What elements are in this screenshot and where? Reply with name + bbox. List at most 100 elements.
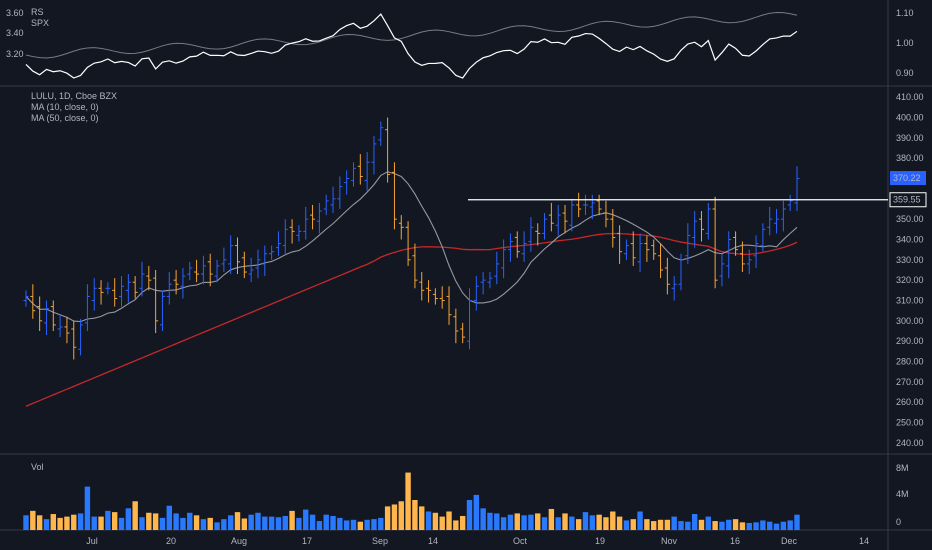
volume-bar bbox=[446, 511, 452, 530]
volume-bar bbox=[773, 523, 780, 530]
volume-bar bbox=[459, 515, 466, 530]
volume-bar bbox=[343, 520, 350, 530]
volume-bar bbox=[111, 512, 118, 530]
volume-bar bbox=[500, 517, 507, 530]
volume-bar bbox=[596, 514, 602, 530]
volume-bar bbox=[214, 522, 220, 530]
volume-bar bbox=[439, 516, 445, 530]
volume-label[interactable]: Vol bbox=[31, 462, 44, 472]
price-legend: LULU, 1D, Cboe BZX MA (10, close, 0) MA … bbox=[31, 91, 117, 124]
volume-bar bbox=[794, 514, 800, 530]
volume-bar bbox=[241, 518, 248, 530]
symbol-label[interactable]: LULU, 1D, Cboe BZX bbox=[31, 91, 118, 101]
volume-bar bbox=[289, 510, 295, 530]
price-axis-tick: 340.00 bbox=[896, 235, 924, 245]
volume-bar bbox=[555, 517, 561, 530]
volume-bar bbox=[309, 514, 316, 530]
volume-bar bbox=[698, 519, 705, 530]
volume-bar bbox=[671, 516, 677, 530]
volume-bar bbox=[23, 515, 29, 530]
price-axis-tick: 350.00 bbox=[896, 214, 924, 224]
volume-bar bbox=[173, 513, 179, 530]
rs-label: RS bbox=[31, 7, 44, 17]
volume-bar bbox=[746, 522, 752, 530]
hline-price-label: 359.55 bbox=[893, 195, 921, 205]
ma50-legend[interactable]: MA (50, close, 0) bbox=[31, 113, 99, 123]
volume-bar bbox=[453, 520, 459, 530]
ma10-legend[interactable]: MA (10, close, 0) bbox=[31, 102, 99, 112]
volume-bar bbox=[575, 519, 582, 530]
current-price-tag bbox=[890, 171, 926, 186]
volume-bar bbox=[780, 521, 787, 530]
volume-bar bbox=[118, 517, 125, 530]
volume-legend: Vol bbox=[31, 462, 44, 473]
price-axis-tick: 290.00 bbox=[896, 336, 924, 346]
price-axis-tick: 260.00 bbox=[896, 397, 924, 407]
volume-bar bbox=[64, 516, 70, 530]
x-axis-label: 19 bbox=[595, 536, 605, 546]
x-axis-label: Dec bbox=[781, 536, 798, 546]
price-axis-tick: 270.00 bbox=[896, 377, 924, 387]
x-axis-label: 16 bbox=[730, 536, 740, 546]
volume-bar bbox=[248, 514, 254, 530]
volume-bar bbox=[521, 515, 527, 530]
volume-bar bbox=[623, 520, 630, 530]
volume-bar bbox=[227, 515, 234, 530]
current-price-label: 370.22 bbox=[893, 173, 921, 183]
volume-bar bbox=[125, 508, 132, 530]
volume-axis-tick: 4M bbox=[896, 489, 909, 499]
volume-bar bbox=[412, 500, 418, 530]
volume-bar bbox=[466, 500, 473, 530]
volume-bar bbox=[405, 472, 411, 530]
volume-bar bbox=[391, 504, 398, 530]
volume-bar bbox=[50, 514, 56, 530]
volume-bar bbox=[193, 515, 200, 530]
volume-bar bbox=[562, 513, 568, 530]
volume-bar bbox=[487, 512, 493, 530]
volume-axis-tick: 0 bbox=[896, 517, 901, 527]
volume-bar bbox=[548, 508, 555, 530]
volume-bar bbox=[582, 512, 589, 530]
volume-bar bbox=[651, 521, 657, 530]
volume-bar bbox=[739, 522, 746, 530]
volume-bar bbox=[541, 517, 548, 530]
volume-bar bbox=[234, 512, 241, 530]
volume-bar bbox=[323, 514, 329, 530]
volume-bar bbox=[91, 516, 97, 530]
volume-bar bbox=[132, 501, 138, 530]
volume-bar bbox=[726, 519, 732, 530]
volume-bar bbox=[378, 517, 384, 530]
volume-bar bbox=[432, 512, 439, 530]
volume-bar bbox=[268, 516, 275, 530]
volume-bar bbox=[364, 519, 370, 530]
volume-bar bbox=[603, 517, 609, 530]
volume-bar bbox=[473, 494, 480, 530]
volume-bar bbox=[705, 516, 712, 530]
volume-bar bbox=[159, 517, 166, 530]
rs-left-tick: 3.40 bbox=[6, 28, 24, 38]
volume-bar bbox=[255, 512, 261, 530]
volume-bar bbox=[535, 513, 541, 530]
volume-bar bbox=[691, 514, 698, 530]
hline-price-tag bbox=[889, 192, 927, 208]
price-axis-tick: 330.00 bbox=[896, 255, 924, 265]
volume-bar bbox=[98, 516, 104, 530]
volume-bar bbox=[419, 506, 425, 530]
volume-bar bbox=[589, 515, 596, 530]
x-axis-label: Sep bbox=[372, 536, 388, 546]
price-axis-tick: 240.00 bbox=[896, 438, 924, 448]
volume-bar bbox=[384, 506, 391, 530]
volume-bar bbox=[84, 486, 91, 530]
volume-bar bbox=[36, 515, 43, 530]
volume-bar bbox=[507, 514, 514, 530]
ma50-line bbox=[25, 232, 798, 407]
volume-bar bbox=[678, 521, 684, 530]
spx-line bbox=[25, 12, 798, 59]
volume-bar bbox=[664, 519, 671, 530]
volume-bar bbox=[221, 519, 227, 530]
volume-bar bbox=[610, 511, 616, 530]
x-axis-label: Jul bbox=[86, 536, 98, 546]
volume-bar bbox=[57, 517, 63, 530]
